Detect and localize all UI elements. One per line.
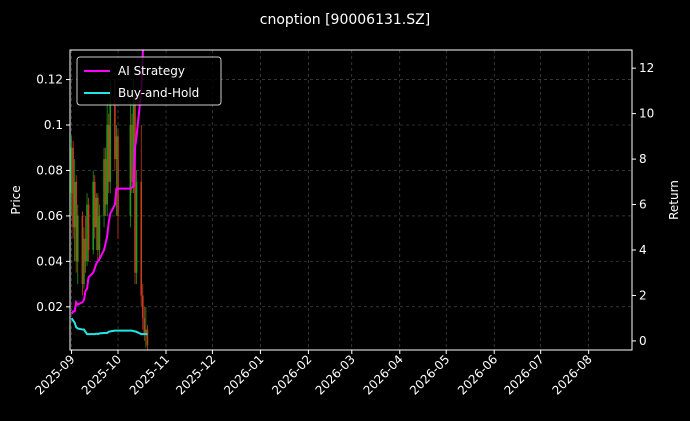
candle-body: [117, 136, 119, 216]
x-tick-label: 2026-02: [269, 352, 314, 397]
candle-body: [81, 215, 84, 285]
x-tick-label: 2026-07: [501, 352, 546, 397]
candle-body: [92, 181, 95, 250]
candle-body: [93, 181, 96, 228]
candle-body: [103, 159, 105, 216]
candle-body: [83, 238, 85, 285]
candle-body: [87, 204, 90, 250]
candle-body: [70, 147, 73, 194]
y2-tick-label: 0: [639, 334, 647, 348]
candle-body: [73, 181, 76, 228]
candle-body: [115, 136, 118, 160]
candle-body: [129, 125, 132, 216]
y-tick-label: 0.06: [36, 209, 63, 223]
candle-body: [75, 181, 77, 262]
x-tick-label: 2026-05: [407, 352, 452, 397]
candle-body: [114, 102, 116, 160]
x-tick-label: 2026-01: [221, 352, 266, 397]
y2-tick-label: 12: [639, 61, 654, 75]
y2-tick-label: 10: [639, 107, 654, 121]
candle-body: [146, 329, 149, 346]
y-tick-label: 0.08: [36, 163, 63, 177]
y2-tick-label: 8: [639, 152, 647, 166]
x-tick-label: 2025-09: [32, 352, 77, 397]
candle-body: [141, 295, 144, 319]
x-tick-label: 2026-08: [549, 352, 594, 397]
candle-body: [134, 102, 136, 273]
chart-title: cnoption [90006131.SZ]: [260, 12, 430, 28]
y-tick-label: 0.02: [36, 300, 63, 314]
line-series: [70, 50, 144, 315]
candle-body: [86, 204, 88, 262]
candle-body: [109, 102, 112, 182]
x-tick-label: 2026-04: [361, 352, 406, 397]
candle-body: [84, 238, 87, 262]
candle-body: [132, 102, 135, 182]
candle-body: [104, 159, 107, 205]
x-tick-label: 2025-11: [127, 352, 172, 397]
grid: [70, 50, 632, 350]
candle-body: [140, 181, 143, 296]
x-tick-label: 2026-06: [455, 352, 500, 397]
y2-axis-label: Return: [667, 180, 681, 220]
candle-body: [135, 181, 138, 273]
y-tick-label: 0.1: [44, 118, 63, 132]
y-tick-label: 0.12: [36, 73, 63, 87]
legend-label: Buy-and-Hold: [118, 86, 199, 100]
candle-body: [143, 318, 146, 335]
y2-tick-label: 2: [639, 288, 647, 302]
x-tick-label: 2025-10: [79, 352, 124, 397]
candle-body: [95, 197, 98, 228]
plot: [70, 50, 149, 350]
y2-tick-label: 6: [639, 198, 647, 212]
frame: [69, 49, 633, 351]
y2-tick-label: 4: [639, 243, 647, 257]
y-tick-label: 0.04: [36, 254, 63, 268]
candle-body: [145, 329, 147, 335]
legend: AI Strategy Buy-and-Hold: [76, 56, 222, 106]
candle-body: [98, 215, 101, 250]
candle-body: [97, 197, 99, 250]
x-tick-label: 2025-12: [173, 352, 218, 397]
y-axis-label: Price: [9, 185, 23, 214]
candle-body: [131, 125, 133, 182]
candle-body: [107, 125, 110, 182]
candle-body: [106, 125, 108, 205]
candle-body: [76, 215, 79, 262]
legend-box: [76, 56, 222, 106]
x-tick-label: 2026-03: [313, 352, 358, 397]
line-series: [70, 317, 148, 336]
legend-label: AI Strategy: [118, 64, 185, 78]
candle-body: [72, 147, 74, 228]
